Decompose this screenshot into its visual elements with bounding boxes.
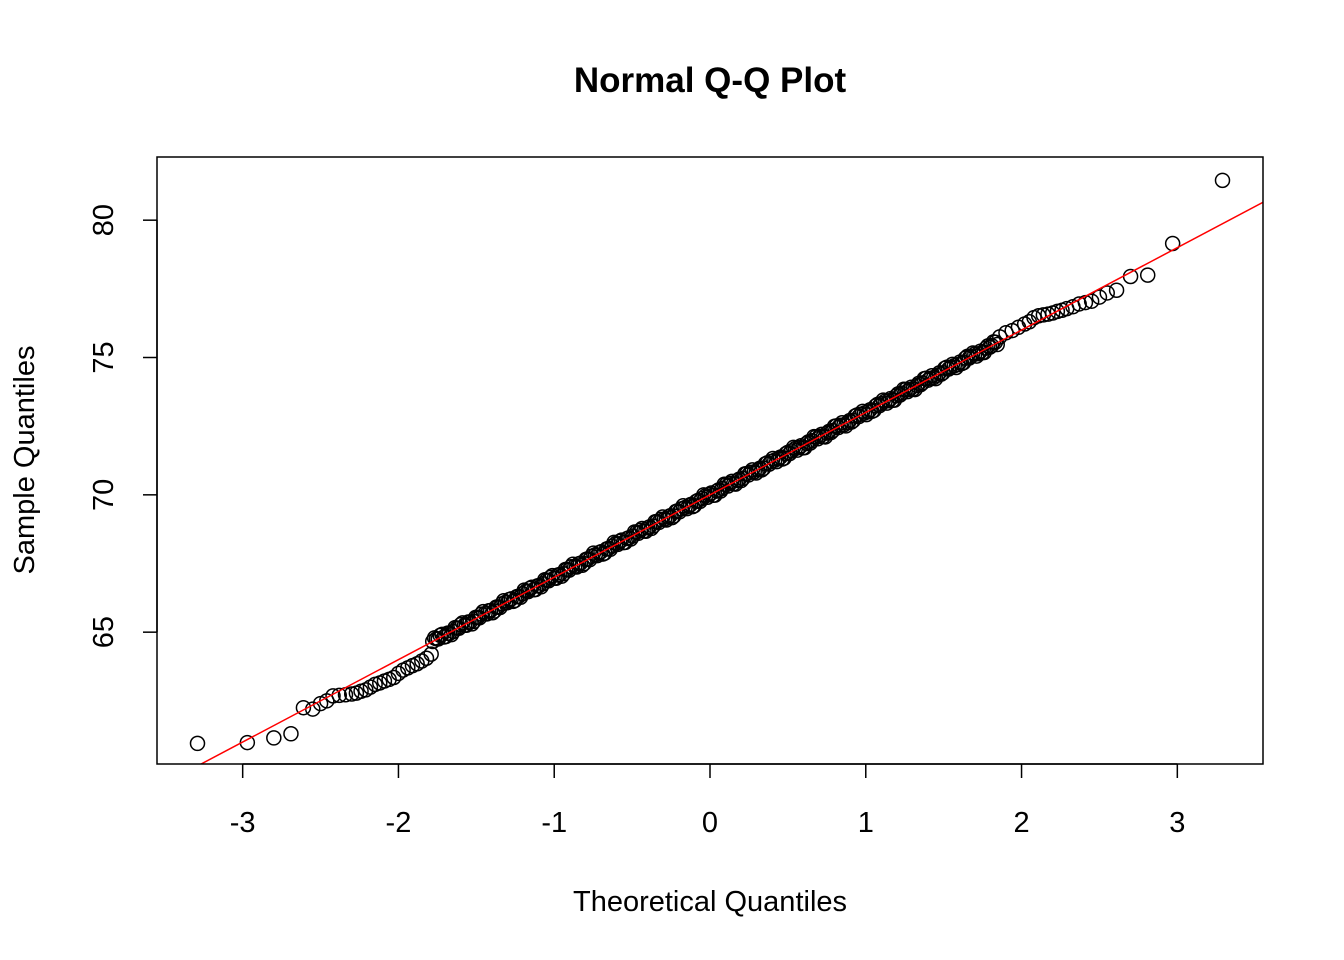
data-point (386, 669, 402, 686)
y-tick-label: 65 (88, 616, 120, 648)
data-point (1083, 293, 1100, 309)
data-point (982, 339, 998, 355)
data-point (634, 520, 650, 537)
data-point (854, 403, 871, 420)
x-axis-label: Theoretical Quantiles (573, 886, 847, 918)
y-tick-label: 70 (88, 479, 120, 511)
data-point (418, 650, 435, 667)
data-points (189, 172, 1231, 752)
data-point (266, 730, 282, 746)
data-point (811, 428, 828, 445)
data-point (423, 646, 439, 662)
data-point (613, 532, 630, 548)
data-point (1108, 282, 1125, 298)
y-axis: 65 70 75 80 (88, 204, 158, 648)
data-point (189, 735, 206, 752)
data-point (434, 626, 450, 643)
chart-title: Normal Q-Q Plot (574, 61, 847, 100)
data-point (925, 369, 942, 386)
data-point (1099, 285, 1115, 301)
data-point (458, 617, 475, 634)
data-point (1164, 235, 1181, 252)
data-point (724, 473, 740, 490)
y-tick-label: 75 (88, 341, 120, 373)
data-point (987, 334, 1004, 351)
x-tick-label: 2 (1013, 807, 1029, 839)
data-point (662, 508, 678, 524)
data-point (903, 379, 920, 395)
data-point (924, 368, 940, 384)
x-tick-label: -2 (386, 807, 412, 839)
x-axis: -3 -2 -1 0 1 2 3 (230, 763, 1185, 839)
data-point (390, 665, 407, 682)
data-point (524, 579, 540, 595)
data-point (813, 426, 830, 443)
plot-region (189, 172, 1263, 764)
data-point (283, 726, 299, 742)
data-point (834, 415, 850, 431)
data-point (544, 567, 561, 584)
plot-frame (156, 156, 1264, 765)
x-tick-label: -3 (230, 807, 256, 839)
x-tick-label: 1 (858, 807, 874, 839)
y-axis-label: Sample Quantiles (9, 346, 41, 575)
data-point (1214, 172, 1231, 189)
data-point (1139, 267, 1156, 283)
data-point (325, 688, 341, 704)
data-point (944, 356, 961, 373)
data-point (295, 699, 312, 716)
x-tick-label: -1 (541, 807, 567, 839)
reference-line (199, 201, 1263, 764)
data-point (454, 615, 471, 631)
y-tick-label: 80 (88, 204, 120, 236)
data-point (989, 336, 1005, 353)
x-tick-label: 3 (1169, 807, 1185, 839)
x-tick-label: 0 (702, 807, 718, 839)
data-point (1091, 289, 1108, 305)
reference-line-group (199, 201, 1263, 764)
data-point (744, 462, 761, 478)
